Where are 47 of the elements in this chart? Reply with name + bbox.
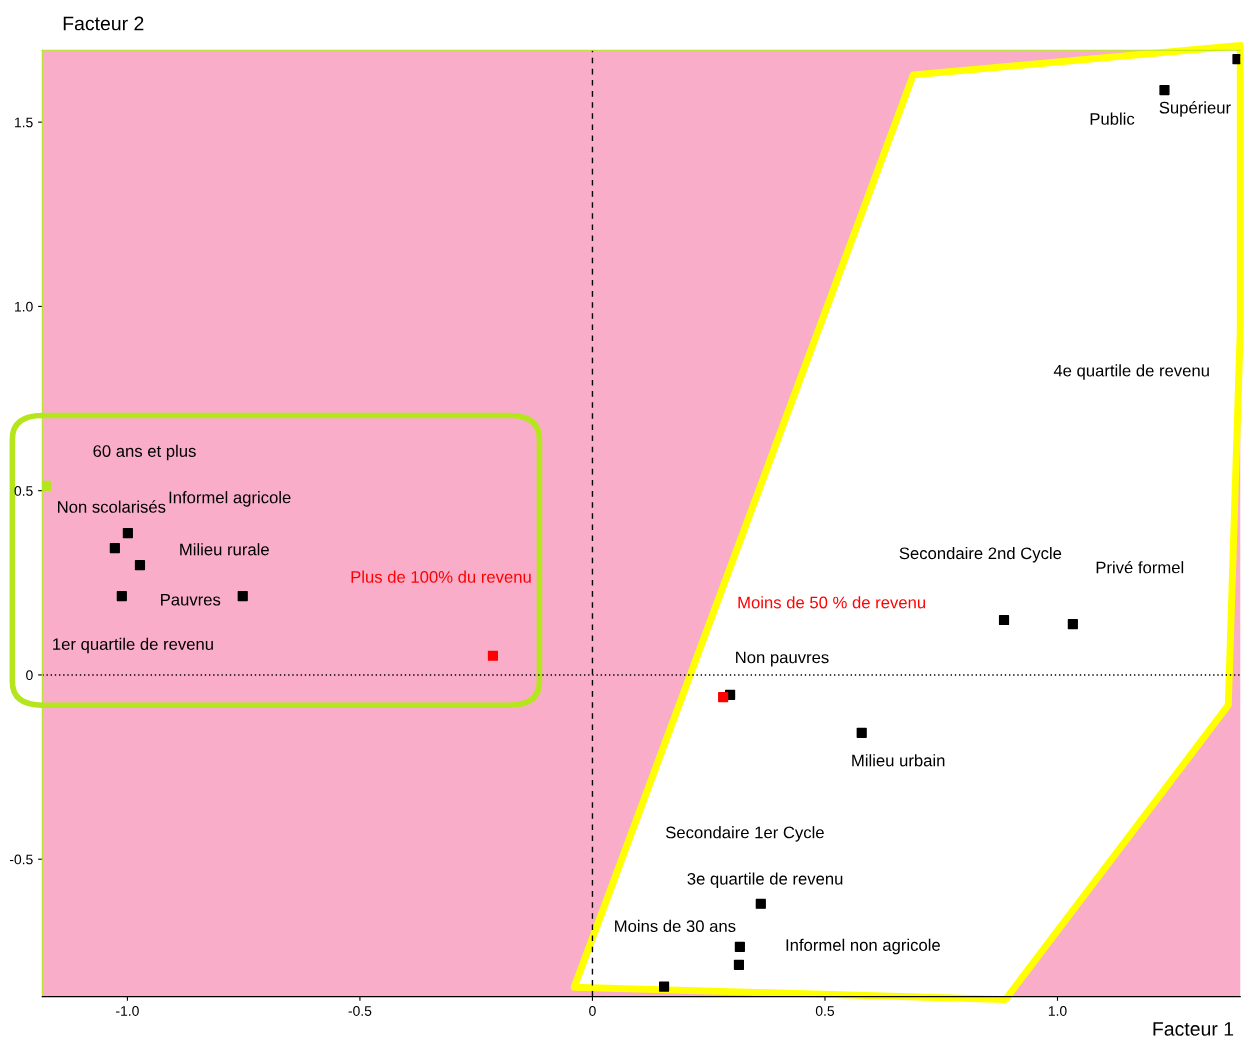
- annotation: Privé formel: [1096, 560, 1184, 574]
- point: [122, 527, 133, 539]
- x-tick-label: 1.0: [1048, 1006, 1067, 1016]
- point: [237, 590, 248, 602]
- annotation: 60 ans et plus: [93, 444, 196, 461]
- annotation: Informel non agricole: [786, 938, 940, 955]
- point: [109, 543, 120, 554]
- point: [134, 560, 146, 571]
- point: [42, 480, 52, 491]
- point: [1067, 618, 1078, 630]
- point: [116, 590, 127, 602]
- y-tick-label: 1.0: [15, 301, 33, 312]
- point: [755, 898, 766, 909]
- point: [487, 650, 499, 661]
- annotation: Supérieur: [1159, 101, 1231, 117]
- point: [998, 614, 1010, 626]
- annotation: Plus de 100% du revenu: [351, 570, 531, 583]
- x-tick-label: 0: [589, 1006, 596, 1016]
- point: [718, 691, 729, 703]
- point: [1159, 85, 1170, 96]
- annotation: Informel agricole: [169, 491, 291, 507]
- x-tick-label: -1.0: [116, 1006, 139, 1016]
- point: [658, 981, 670, 992]
- annotation: Pauvres: [161, 593, 221, 606]
- x-tick-label: 0.5: [815, 1006, 835, 1016]
- point: [856, 727, 867, 738]
- y-axis-title: Facteur 2: [63, 16, 144, 31]
- y-tick-label: 1.5: [15, 117, 33, 128]
- annotation: Moins de 30 ans: [615, 919, 736, 933]
- annotation: Secondaire 2nd Cycle: [899, 546, 1062, 563]
- y-tick-label: -0.5: [9, 854, 33, 865]
- x-axis-title: Facteur 1: [1153, 1022, 1234, 1036]
- annotation: Moins de 50 % de revenu: [738, 596, 926, 609]
- x-tick-label: -0.5: [348, 1006, 372, 1016]
- annotation: Public: [1090, 112, 1135, 125]
- annotation: 3e quartile de revenu: [687, 872, 843, 889]
- annotation: 1er quartile de revenu: [53, 637, 213, 654]
- point: [1232, 54, 1241, 65]
- annotation: Milieu rurale: [180, 543, 269, 556]
- annotation: Secondaire 1er Cycle: [666, 826, 824, 842]
- point: [733, 959, 745, 971]
- annotation: 4e quartile de revenu: [1053, 364, 1209, 380]
- annotation: Non scolarisés: [58, 500, 166, 513]
- y-tick-label: 0: [26, 670, 33, 681]
- point: [734, 941, 745, 952]
- annotation: Non pauvres: [736, 651, 829, 667]
- annotation: Milieu urbain: [852, 754, 945, 767]
